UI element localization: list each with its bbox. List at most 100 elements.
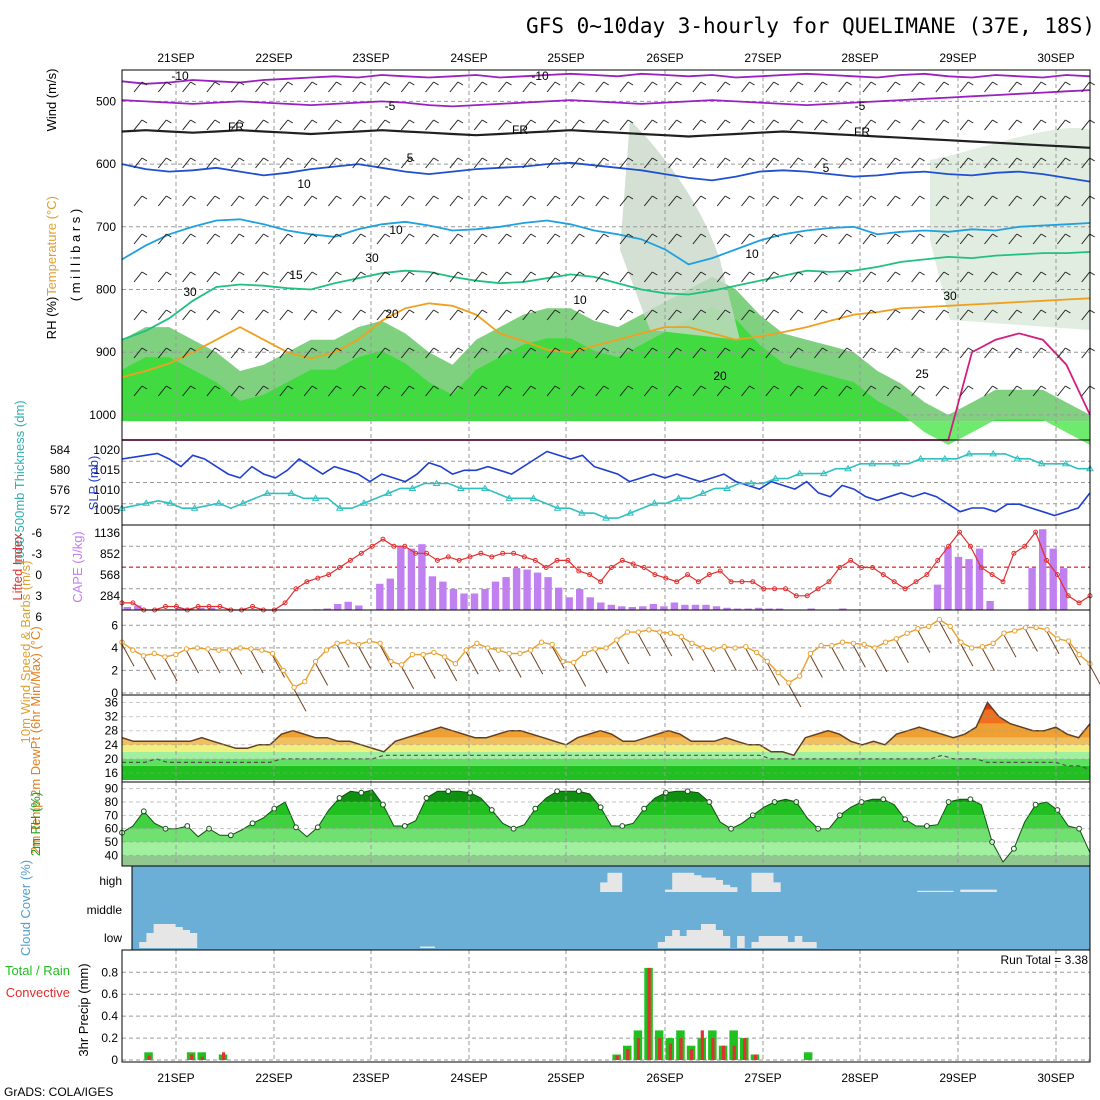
- wind-barb: [595, 309, 605, 321]
- wind-barb: [376, 233, 386, 245]
- wind-barb: [773, 157, 780, 162]
- lifted-index-point: [793, 593, 799, 599]
- wind-speed-point: [1001, 630, 1007, 636]
- wind-speed-point: [420, 651, 426, 658]
- wind-barb: [745, 648, 759, 671]
- wind-barb: [571, 309, 580, 321]
- lifted-index-point: [173, 604, 179, 609]
- wind-barb: [1016, 271, 1023, 276]
- y-axis-label: Temperature (°C): [44, 196, 59, 296]
- wind-barb: [255, 385, 264, 397]
- wind-barb: [481, 81, 488, 86]
- thickness-marker: [456, 484, 465, 491]
- wind-barb: [506, 385, 512, 390]
- wind-barb: [749, 271, 755, 276]
- wind-barb: [992, 385, 998, 390]
- lifted-index-point: [652, 572, 658, 578]
- wind-barb: [992, 347, 998, 352]
- wind-speed-point: [312, 658, 319, 665]
- wind-speed-point: [302, 679, 308, 685]
- wind-barb: [741, 195, 750, 207]
- wind-barb: [473, 157, 483, 169]
- y-tick-label-left: 3: [35, 589, 42, 603]
- y-tick-label: 0.8: [101, 965, 118, 979]
- cape-bar: [733, 608, 742, 610]
- wind-barb: [659, 633, 673, 657]
- wind-barb: [603, 81, 609, 86]
- wind-speed-point: [452, 661, 459, 667]
- wind-barb: [133, 347, 143, 359]
- wind-barb: [700, 347, 707, 352]
- cloud-high-bar: [931, 890, 940, 892]
- wind-barb: [1065, 195, 1071, 200]
- wind-barb: [886, 195, 896, 207]
- thickness-marker: [505, 494, 514, 501]
- wind-speed-point: [979, 644, 986, 650]
- wind-barb: [765, 233, 775, 245]
- wind-barb: [157, 233, 167, 245]
- y-tick-label: 0: [111, 686, 118, 700]
- wind-barb: [627, 385, 634, 390]
- wind-barb: [814, 195, 823, 207]
- wind-barb: [911, 233, 920, 245]
- wind-barb: [700, 233, 707, 238]
- wind-barb: [522, 271, 532, 283]
- precip-total-bar: [729, 1030, 738, 1060]
- wind-barb: [765, 271, 775, 283]
- wind-barb: [498, 81, 507, 93]
- wind-barb: [1057, 195, 1066, 207]
- cloud-high-bar: [665, 889, 673, 892]
- wind-barb: [1046, 631, 1060, 655]
- contour-label: 10: [389, 223, 403, 237]
- wind-barb: [643, 347, 653, 359]
- cape-bar: [334, 604, 342, 610]
- wind-barb: [1081, 271, 1091, 283]
- wind-barb: [1040, 119, 1047, 124]
- lifted-index-point: [739, 579, 745, 585]
- thickness-marker: [239, 499, 247, 506]
- wind-barb: [230, 157, 240, 169]
- wind-barb: [571, 157, 580, 169]
- wind-barb: [554, 347, 561, 352]
- wind-barb: [692, 81, 702, 93]
- wind-barb: [230, 81, 240, 93]
- wind-barb: [984, 271, 993, 283]
- wind-barb: [643, 119, 653, 131]
- y-tick-label: 0: [111, 1053, 118, 1067]
- wind-barb: [595, 81, 605, 93]
- wind-barb: [959, 195, 969, 207]
- lifted-index-point: [728, 579, 734, 585]
- wind-barb: [311, 157, 318, 162]
- wind-barb: [206, 157, 216, 169]
- wind-barb: [935, 81, 945, 93]
- wind-barb: [943, 271, 950, 276]
- wind-barb: [943, 81, 950, 86]
- wind-barb: [724, 233, 731, 238]
- cloud-high-bar: [960, 889, 968, 892]
- wind-barb: [133, 119, 143, 131]
- y-tick-label: 800: [96, 282, 116, 296]
- wind-barb: [643, 157, 653, 169]
- cloud-low-bar: [182, 930, 190, 948]
- wind-barb: [579, 347, 585, 352]
- wind-barb: [700, 81, 707, 86]
- lifted-index-point: [641, 565, 647, 570]
- wind-speed-point: [1076, 651, 1082, 658]
- wind-barb: [190, 347, 196, 352]
- wind-barb: [238, 81, 245, 86]
- run-total-label: Run Total = 3.38: [1000, 953, 1088, 967]
- thickness-marker: [190, 504, 199, 511]
- temp-band: [122, 758, 1090, 766]
- wind-barb: [352, 309, 362, 321]
- y-tick-label: 6: [111, 618, 118, 632]
- wind-barb: [1016, 385, 1023, 390]
- wind-barb: [238, 195, 245, 200]
- y-tick-label-left: 580: [50, 463, 70, 477]
- wind-barb: [303, 385, 313, 397]
- rh-point: [1011, 845, 1017, 852]
- wind-barb: [166, 309, 172, 314]
- wind-barb: [457, 385, 464, 390]
- contour-label: -10: [171, 69, 189, 83]
- wind-barb: [530, 119, 537, 124]
- wind-barb: [384, 347, 391, 352]
